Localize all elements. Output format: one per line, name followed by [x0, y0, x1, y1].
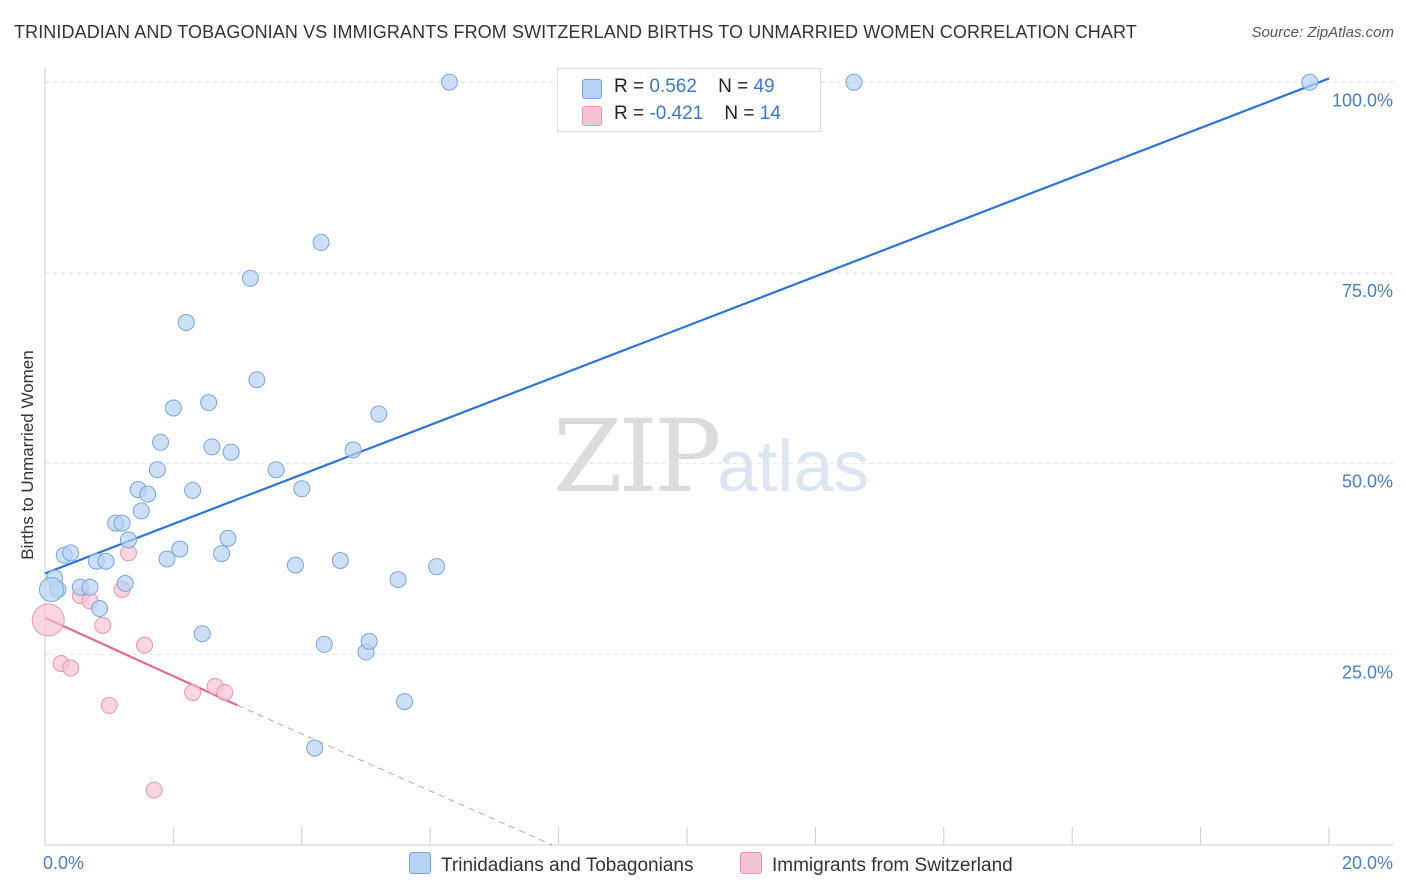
point-series1 — [171, 540, 189, 558]
point-series1 — [222, 443, 240, 461]
point-series1 — [219, 529, 237, 547]
point-series1 — [312, 233, 330, 251]
point-series1 — [158, 550, 176, 568]
point-series2 — [216, 683, 234, 701]
legend-r-value-series1: 0.562 — [649, 76, 697, 97]
point-series1 — [116, 574, 134, 592]
point-series1 — [62, 544, 80, 562]
point-series1 — [148, 461, 166, 479]
bottom-legend-label-series2: Immigrants from Switzerland — [772, 855, 1013, 876]
axes — [44, 67, 1393, 846]
point-series1 — [139, 485, 157, 503]
legend-r-label: R = — [614, 103, 645, 124]
trend-lines — [44, 77, 1330, 846]
legend-n-value-series1: 49 — [753, 76, 775, 97]
point-series2 — [136, 636, 154, 654]
point-series1 — [193, 625, 211, 643]
point-series1 — [389, 571, 407, 589]
grid-lines — [45, 81, 1393, 655]
point-series1 — [184, 481, 202, 499]
point-series1 — [119, 531, 137, 549]
watermark-zip: ZIP — [553, 398, 721, 515]
point-series2 — [100, 696, 118, 714]
point-series1 — [241, 269, 259, 287]
point-series1 — [132, 502, 150, 520]
tick-labels: 25.0% 50.0% 75.0% 100.0% 0.0% 20.0% — [43, 90, 1393, 873]
trend-line-series2 — [44, 616, 239, 707]
y-tick-label: 25.0% — [1342, 662, 1393, 682]
point-series1 — [81, 578, 99, 596]
point-series2 — [62, 659, 80, 677]
point-series1 — [267, 461, 285, 479]
point-series1 — [248, 371, 266, 389]
x-tick-label-min: 0.0% — [43, 853, 84, 873]
bottom-legend-series1: Trinidadians and Tobagonians — [409, 852, 693, 877]
point-series2 — [184, 683, 202, 701]
bottom-legend-swatch-blue — [409, 852, 431, 874]
chart-title: TRINIDADIAN AND TOBAGONIAN VS IMMIGRANTS… — [14, 22, 1137, 42]
point-series1 — [152, 433, 170, 451]
y-tick-label: 75.0% — [1342, 281, 1393, 301]
legend-swatch-blue — [582, 79, 602, 99]
legend-r-value-series2: -0.421 — [649, 103, 704, 124]
point-series1 — [293, 480, 311, 498]
point-series1 — [286, 556, 304, 574]
point-series1 — [213, 545, 231, 563]
legend-n-label: N = — [724, 103, 755, 124]
point-series2 — [145, 781, 163, 799]
point-series1 — [164, 399, 182, 417]
point-series1 — [1301, 73, 1319, 91]
legend-swatch-pink — [582, 106, 602, 126]
trend-line-series2-extension — [237, 704, 553, 846]
point-series1 — [91, 600, 109, 618]
bottom-legend-label-series1: Trinidadians and Tobagonians — [441, 855, 694, 876]
x-tick-label-max: 20.0% — [1342, 853, 1393, 873]
data-points — [31, 73, 1319, 799]
trend-line-series1 — [44, 77, 1330, 575]
correlation-legend: R = 0.562 N = 49 R = -0.421 N = 14 — [557, 68, 821, 132]
point-series1 — [113, 514, 131, 532]
point-series2 — [31, 603, 65, 637]
point-series1 — [177, 314, 195, 332]
point-series1 — [845, 73, 863, 91]
point-series1 — [97, 552, 115, 570]
point-series1 — [360, 632, 378, 650]
point-series1 — [315, 635, 333, 653]
legend-r-label: R = — [614, 76, 645, 97]
point-series1 — [38, 576, 64, 602]
source-credit: Source: ZipAtlas.com — [1251, 24, 1394, 41]
point-series1 — [200, 394, 218, 412]
watermark: ZIPatlas — [553, 398, 869, 515]
point-series1 — [344, 441, 362, 459]
watermark-atlas: atlas — [717, 427, 870, 507]
point-series1 — [440, 73, 458, 91]
bottom-legend-series2: Immigrants from Switzerland — [740, 852, 1013, 877]
point-series1 — [428, 558, 446, 576]
bottom-legend-swatch-pink — [740, 852, 762, 874]
y-tick-label: 50.0% — [1342, 472, 1393, 492]
point-series1 — [370, 405, 388, 423]
point-series1 — [396, 693, 414, 711]
point-series1 — [203, 438, 221, 456]
point-series2 — [94, 616, 112, 634]
legend-n-value-series2: 14 — [759, 103, 781, 124]
point-series1 — [306, 739, 324, 757]
y-tick-label: 100.0% — [1332, 90, 1393, 110]
point-series1 — [331, 551, 349, 569]
legend-n-label: N = — [718, 76, 749, 97]
